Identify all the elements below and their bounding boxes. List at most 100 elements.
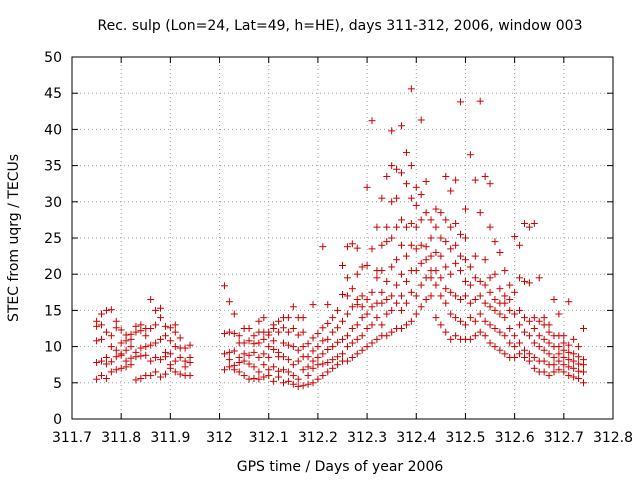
- data-point: [299, 314, 307, 322]
- data-point: [112, 324, 120, 332]
- data-point: [427, 292, 435, 300]
- data-point: [511, 233, 519, 241]
- data-point: [432, 281, 440, 289]
- data-point: [368, 288, 376, 296]
- data-point: [535, 332, 543, 340]
- data-point: [486, 223, 494, 231]
- data-point: [476, 328, 484, 336]
- data-point: [540, 314, 548, 322]
- data-point: [137, 344, 145, 352]
- data-point: [358, 332, 366, 340]
- data-point: [486, 288, 494, 296]
- data-point: [220, 366, 228, 374]
- data-point: [486, 339, 494, 347]
- data-point: [147, 296, 155, 304]
- data-point: [348, 325, 356, 332]
- y-tick-label: 40: [44, 122, 62, 138]
- y-tick-label: 25: [44, 231, 62, 247]
- data-point: [412, 245, 420, 253]
- y-tick-label: 20: [44, 267, 62, 283]
- x-tick-label: 312.6: [495, 430, 535, 446]
- data-point: [142, 351, 150, 359]
- data-point: [481, 256, 489, 264]
- data-point: [319, 372, 327, 380]
- data-point: [442, 263, 450, 271]
- data-point: [324, 335, 332, 343]
- data-point: [496, 248, 504, 256]
- data-point: [388, 127, 396, 135]
- data-point: [540, 357, 548, 365]
- data-point: [432, 267, 440, 275]
- data-point: [132, 348, 140, 356]
- data-point: [545, 321, 553, 329]
- data-point: [329, 328, 337, 336]
- data-point: [373, 335, 381, 343]
- x-tick-label: 312: [206, 430, 233, 446]
- data-point: [383, 172, 391, 180]
- data-point: [265, 353, 273, 361]
- data-point: [363, 296, 371, 304]
- data-point: [299, 366, 307, 374]
- data-point: [525, 279, 533, 287]
- data-point: [476, 97, 484, 105]
- data-point: [319, 243, 327, 251]
- data-point: [378, 321, 386, 329]
- data-point: [240, 339, 248, 347]
- data-point: [457, 252, 465, 260]
- data-point: [432, 248, 440, 256]
- data-point: [422, 256, 430, 264]
- data-point: [294, 331, 302, 339]
- data-point: [230, 361, 238, 369]
- data-point: [245, 325, 253, 332]
- data-point: [525, 357, 533, 365]
- data-point: [157, 335, 165, 343]
- data-point: [525, 317, 533, 325]
- data-point: [388, 234, 396, 242]
- data-point: [324, 368, 332, 376]
- data-point: [152, 321, 160, 329]
- data-point: [284, 356, 292, 364]
- data-point: [402, 149, 410, 157]
- data-point: [245, 351, 253, 359]
- data-point: [447, 223, 455, 231]
- data-point: [358, 314, 366, 322]
- data-point: [284, 314, 292, 322]
- data-point: [161, 322, 169, 330]
- data-point: [491, 325, 499, 332]
- data-point: [407, 317, 415, 325]
- data-point: [565, 341, 573, 349]
- data-point: [452, 220, 460, 228]
- data-point: [314, 353, 322, 361]
- data-point: [388, 306, 396, 314]
- data-point: [579, 356, 587, 364]
- data-point: [555, 350, 563, 358]
- data-point: [284, 377, 292, 385]
- data-point: [535, 274, 543, 282]
- data-point: [250, 348, 258, 356]
- data-point: [486, 274, 494, 282]
- data-point: [560, 346, 568, 354]
- data-point: [496, 328, 504, 336]
- data-point: [107, 343, 115, 351]
- data-point: [417, 281, 425, 289]
- data-point: [304, 380, 312, 388]
- data-point: [565, 298, 573, 306]
- data-point: [348, 285, 356, 293]
- data-point: [240, 350, 248, 358]
- data-point: [358, 263, 366, 271]
- data-point: [398, 169, 406, 177]
- data-point: [560, 361, 568, 369]
- data-point: [265, 366, 273, 374]
- data-point: [348, 353, 356, 361]
- data-point: [388, 263, 396, 271]
- data-point: [417, 191, 425, 199]
- data-point: [540, 335, 548, 343]
- data-point: [353, 296, 361, 304]
- data-point: [299, 343, 307, 351]
- data-point: [314, 330, 322, 338]
- data-point: [442, 328, 450, 336]
- data-point: [511, 332, 519, 340]
- data-point: [334, 324, 342, 332]
- data-point: [334, 353, 342, 361]
- data-point: [181, 344, 189, 352]
